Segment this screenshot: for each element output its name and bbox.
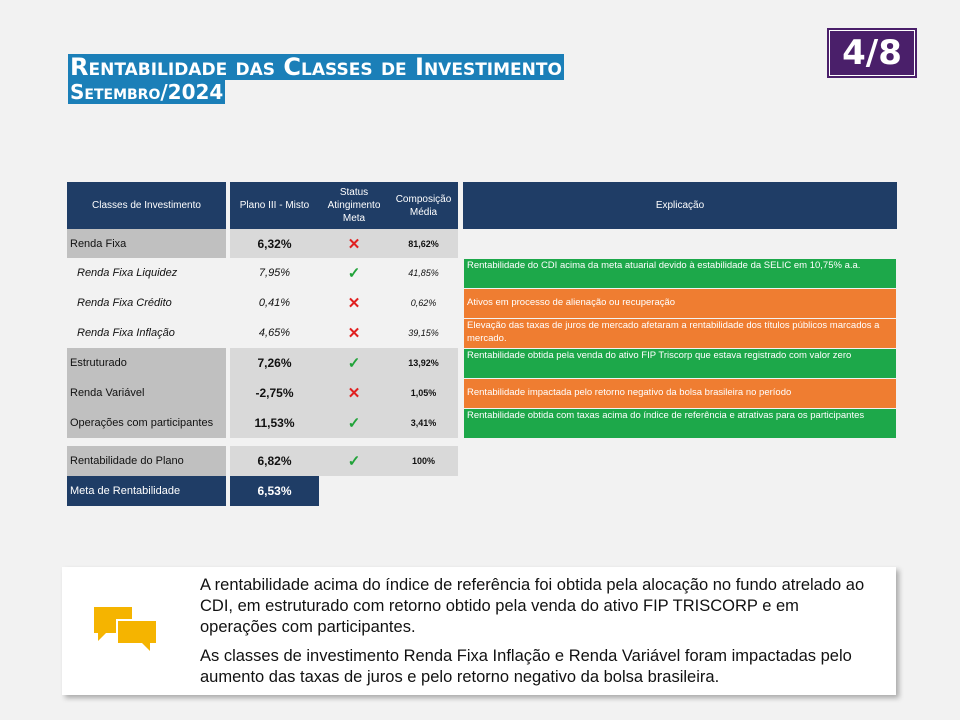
row-label-meta: Meta de Rentabilidade <box>67 476 226 506</box>
header-explicacao: Explicação <box>463 182 897 229</box>
row-label-rf-credito: Renda Fixa Crédito <box>67 288 226 318</box>
row-value-meta: 6,53% <box>230 476 319 506</box>
header-classes: Classes de Investimento <box>67 182 226 229</box>
status-cross-icon: ✕ <box>319 229 389 258</box>
status-check-icon: ✓ <box>319 348 389 378</box>
row-composicao-rentabilidade-plano: 100% <box>389 446 458 476</box>
row-composicao-rf-inflacao: 39,15% <box>389 318 458 348</box>
row-value-renda-variavel: -2,75% <box>230 378 319 408</box>
header-plano: Plano III - Misto <box>230 182 319 229</box>
row-value-rf-credito: 0,41% <box>230 288 319 318</box>
status-cross-icon: ✕ <box>319 288 389 318</box>
row-value-operacoes: 11,53% <box>230 408 319 438</box>
row-composicao-rf-credito: 0,62% <box>389 288 458 318</box>
explicacao-estruturado: Rentabilidade obtida pela venda do ativo… <box>464 349 896 378</box>
row-label-operacoes: Operações com participantes <box>67 408 226 438</box>
explicacao-rf-inflacao: Elevação das taxas de juros de mercado a… <box>464 319 896 348</box>
status-cross-icon: ✕ <box>319 318 389 348</box>
row-value-rf-liquidez: 7,95% <box>230 258 319 288</box>
note-box: A rentabilidade acima do índice de refer… <box>62 567 896 695</box>
chat-bubbles-icon <box>92 605 162 657</box>
row-label-rf-inflacao: Renda Fixa Inflação <box>67 318 226 348</box>
title-line-1: Rentabilidade das Classes de Investiment… <box>68 53 564 81</box>
row-composicao-rf-liquidez: 41,85% <box>389 258 458 288</box>
row-composicao-renda-variavel: 1,05% <box>389 378 458 408</box>
status-cross-icon: ✕ <box>319 378 389 408</box>
header-composicao: Composição Média <box>389 182 458 229</box>
row-label-rf-liquidez: Renda Fixa Liquidez <box>67 258 226 288</box>
row-label-rentabilidade-plano: Rentabilidade do Plano <box>67 446 226 476</box>
row-value-renda-fixa: 6,32% <box>230 229 319 258</box>
row-value-rentabilidade-plano: 6,82% <box>230 446 319 476</box>
status-check-icon: ✓ <box>319 408 389 438</box>
title-line-2: Setembro/2024 <box>68 80 226 104</box>
explicacao-rf-credito: Ativos em processo de alienação ou recup… <box>464 289 896 318</box>
row-value-estruturado: 7,26% <box>230 348 319 378</box>
note-paragraph-1: A rentabilidade acima do índice de refer… <box>200 576 865 636</box>
status-check-icon: ✓ <box>319 258 389 288</box>
row-composicao-operacoes: 3,41% <box>389 408 458 438</box>
row-label-estruturado: Estruturado <box>67 348 226 378</box>
explicacao-operacoes: Rentabilidade obtida com taxas acima do … <box>464 409 896 438</box>
status-check-icon: ✓ <box>319 446 389 476</box>
row-label-renda-fixa: Renda Fixa <box>67 229 226 258</box>
row-composicao-estruturado: 13,92% <box>389 348 458 378</box>
note-text: A rentabilidade acima do índice de refer… <box>200 575 880 696</box>
row-label-renda-variavel: Renda Variável <box>67 378 226 408</box>
header-status: Status Atingimento Meta <box>319 182 389 229</box>
explicacao-renda-variavel: Rentabilidade impactada pelo retorno neg… <box>464 379 896 408</box>
explicacao-rf-liquidez: Rentabilidade do CDI acima da meta atuar… <box>464 259 896 288</box>
page-number-badge: 4/8 <box>829 30 915 76</box>
page-title: Rentabilidade das Classes de Investiment… <box>68 54 564 104</box>
row-value-rf-inflacao: 4,65% <box>230 318 319 348</box>
row-composicao-renda-fixa: 81,62% <box>389 229 458 258</box>
note-paragraph-2: As classes de investimento Renda Fixa In… <box>200 647 852 686</box>
